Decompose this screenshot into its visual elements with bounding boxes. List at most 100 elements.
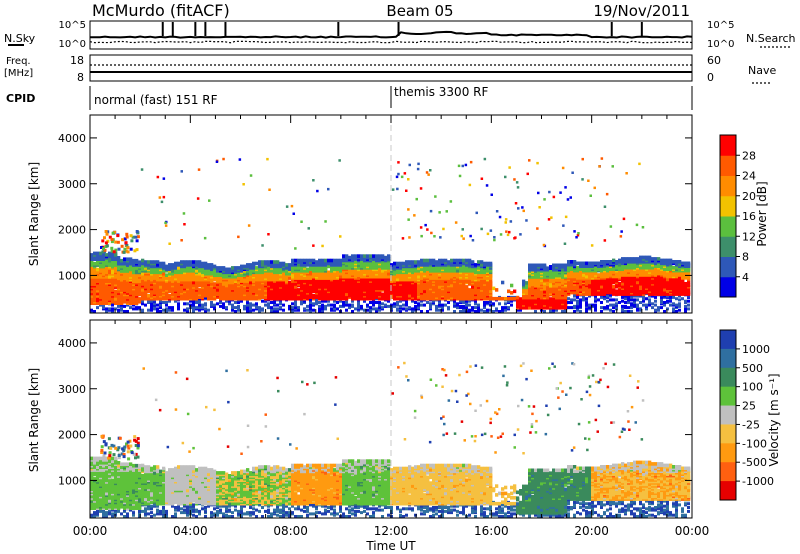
heatmap-cell	[135, 306, 138, 310]
heatmap-cell	[309, 307, 312, 311]
heatmap-cell	[417, 306, 420, 310]
heatmap-cell	[318, 269, 322, 273]
heatmap-cell	[183, 285, 187, 289]
heatmap-cell	[414, 307, 417, 311]
heatmap-cell	[615, 298, 618, 302]
heatmap-cell	[105, 258, 109, 263]
heatmap-cell	[579, 301, 582, 304]
heatmap-cell	[147, 266, 151, 270]
heatmap-cell	[360, 270, 364, 275]
heatmap-cell	[375, 254, 379, 258]
heatmap-cell	[276, 303, 279, 307]
heatmap-cell	[321, 303, 324, 307]
heatmap-cell	[306, 283, 310, 288]
heatmap-cell	[492, 296, 496, 301]
heatmap-cell	[219, 304, 222, 308]
heatmap-cell	[588, 261, 592, 266]
heatmap-cell	[126, 310, 129, 313]
heatmap-cell	[576, 295, 579, 299]
heatmap-cell	[429, 304, 432, 308]
heatmap-cell	[420, 258, 424, 263]
heatmap-cell	[357, 254, 361, 258]
heatmap-cell	[177, 261, 181, 266]
heatmap-cell	[378, 301, 381, 304]
heatmap-cell	[558, 263, 562, 268]
heatmap-cell	[156, 310, 159, 313]
heatmap-cell	[465, 299, 468, 303]
heatmap-cell	[255, 302, 258, 306]
heatmap-cell	[279, 261, 283, 266]
heatmap-cell	[396, 301, 399, 304]
heatmap-cell	[249, 271, 253, 276]
heatmap-cell	[417, 283, 421, 288]
heatmap-cell	[255, 306, 258, 310]
heatmap-cell	[111, 302, 114, 306]
heatmap-cell	[339, 258, 343, 263]
heatmap-cell	[153, 267, 157, 272]
heatmap-cell	[102, 251, 106, 256]
heatmap-cell	[348, 279, 352, 283]
heatmap-cell	[90, 308, 93, 312]
heatmap-cell	[276, 310, 279, 313]
heatmap-cell	[438, 285, 442, 289]
heatmap-cell	[573, 294, 576, 298]
heatmap-cell	[456, 258, 460, 263]
heatmap-cell	[450, 274, 454, 279]
heatmap-cell	[231, 266, 235, 270]
heatmap-cell	[510, 296, 514, 301]
nave-label: Nave	[748, 64, 776, 77]
heatmap-cell	[567, 301, 570, 304]
heatmap-cell	[189, 286, 193, 291]
heatmap-cell	[570, 306, 573, 310]
heatmap-cell	[93, 251, 97, 256]
heatmap-cell	[159, 285, 163, 289]
heatmap-cell	[288, 280, 292, 285]
freq-tick-top: 18	[70, 54, 84, 67]
heatmap-cell	[627, 257, 631, 261]
heatmap-cell	[285, 269, 289, 273]
heatmap-cell	[486, 301, 489, 304]
heatmap-cell	[390, 263, 394, 267]
heatmap-cell	[117, 276, 121, 281]
heatmap-cell	[357, 270, 361, 275]
heatmap-cell	[141, 258, 145, 263]
heatmap-cell	[165, 310, 168, 313]
heatmap-cell	[621, 304, 624, 308]
heatmap-cell	[264, 260, 268, 264]
heatmap-cell	[498, 296, 502, 301]
heatmap-cell	[132, 307, 135, 311]
heatmap-cell	[168, 299, 171, 303]
heatmap-cell	[210, 293, 214, 298]
heatmap-cell	[612, 258, 616, 263]
heatmap-cell	[438, 293, 442, 298]
heatmap-cell	[204, 291, 208, 295]
heatmap-cell	[108, 307, 111, 311]
heatmap-cell	[279, 274, 283, 279]
heatmap-cell	[186, 307, 189, 311]
freq-label-2: [MHz]	[4, 68, 33, 79]
heatmap-cell	[384, 289, 388, 294]
heatmap-cell	[339, 274, 343, 279]
heatmap-cell	[477, 310, 480, 313]
heatmap-cell	[381, 295, 385, 299]
heatmap-cell	[507, 296, 511, 301]
heatmap-cell	[312, 277, 316, 282]
heatmap-cell	[378, 303, 381, 307]
heatmap-cell	[231, 303, 234, 307]
heatmap-cell	[195, 301, 198, 304]
heatmap-cell	[177, 292, 181, 297]
heatmap-cell	[111, 288, 115, 292]
heatmap-cell	[468, 288, 472, 292]
heatmap-cell	[447, 293, 451, 298]
heatmap-cell	[159, 310, 162, 313]
heatmap-cell	[414, 260, 418, 264]
heatmap-cell	[336, 307, 339, 311]
nave-tick-top: 60	[707, 54, 721, 67]
heatmap-cell	[369, 306, 372, 310]
heatmap-cell	[594, 297, 597, 301]
heatmap-cell	[585, 261, 589, 266]
heatmap-cell	[243, 286, 247, 291]
heatmap-cell	[246, 301, 249, 304]
heatmap-cell	[300, 299, 303, 303]
